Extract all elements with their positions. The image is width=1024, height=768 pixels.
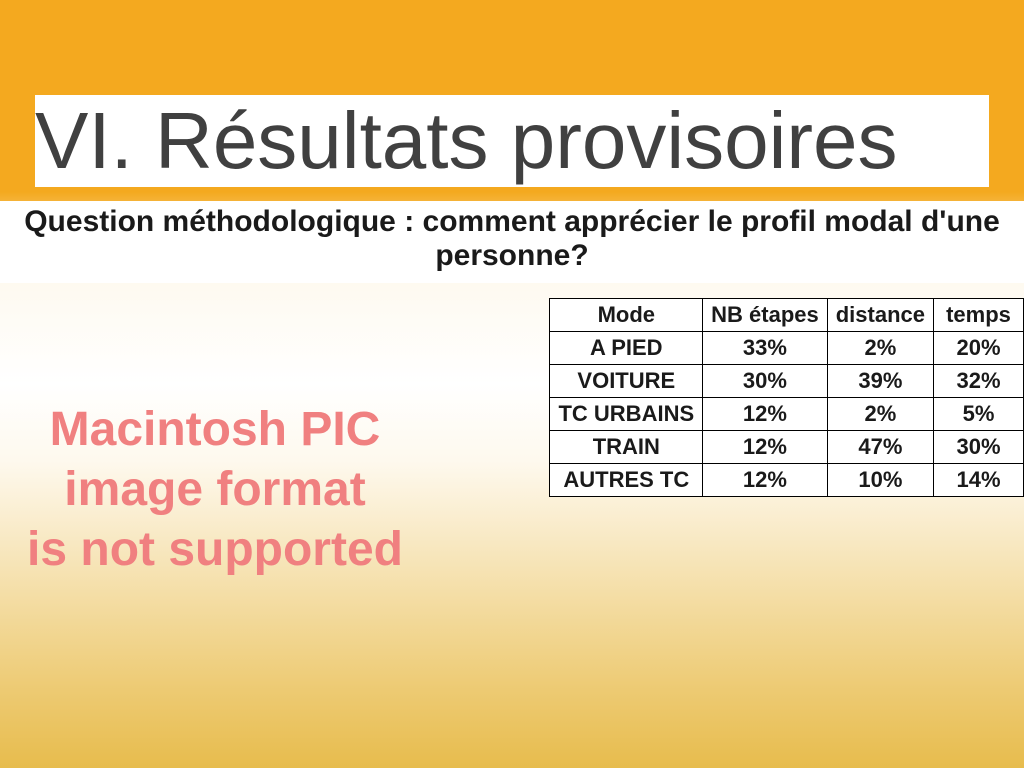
table-cell: 33% xyxy=(703,332,828,365)
table-cell: 10% xyxy=(827,464,933,497)
table-cell: VOITURE xyxy=(550,365,703,398)
slide-title: VI. Résultats provisoires xyxy=(35,95,989,187)
col-nb-etapes: NB étapes xyxy=(703,299,828,332)
subtitle-line-2: personne? xyxy=(10,239,1014,273)
table-header-row: Mode NB étapes distance temps xyxy=(550,299,1024,332)
table-body: A PIED33%2%20%VOITURE30%39%32%TC URBAINS… xyxy=(550,332,1024,497)
subtitle-line-1: Question méthodologique : comment appréc… xyxy=(10,205,1014,239)
table-cell: 39% xyxy=(827,365,933,398)
title-block: VI. Résultats provisoires xyxy=(35,95,989,187)
table-cell: A PIED xyxy=(550,332,703,365)
table-row: TRAIN12%47%30% xyxy=(550,431,1024,464)
table-row: AUTRES TC12%10%14% xyxy=(550,464,1024,497)
table-cell: 2% xyxy=(827,332,933,365)
table-cell: 47% xyxy=(827,431,933,464)
col-distance: distance xyxy=(827,299,933,332)
table-cell: 12% xyxy=(703,464,828,497)
error-line-1: Macintosh PIC xyxy=(0,400,430,460)
table-cell: 14% xyxy=(934,464,1024,497)
table-cell: 32% xyxy=(934,365,1024,398)
modal-table-wrap: Mode NB étapes distance temps A PIED33%2… xyxy=(549,298,1024,497)
col-mode: Mode xyxy=(550,299,703,332)
table-cell: TRAIN xyxy=(550,431,703,464)
col-temps: temps xyxy=(934,299,1024,332)
table-cell: TC URBAINS xyxy=(550,398,703,431)
table-row: VOITURE30%39%32% xyxy=(550,365,1024,398)
table-cell: 30% xyxy=(703,365,828,398)
table-row: A PIED33%2%20% xyxy=(550,332,1024,365)
table-row: TC URBAINS12%2%5% xyxy=(550,398,1024,431)
table-cell: 12% xyxy=(703,431,828,464)
table-cell: 12% xyxy=(703,398,828,431)
table-cell: 20% xyxy=(934,332,1024,365)
table-cell: 2% xyxy=(827,398,933,431)
error-line-3: is not supported xyxy=(0,520,430,580)
table-cell: 5% xyxy=(934,398,1024,431)
table-cell: 30% xyxy=(934,431,1024,464)
subtitle-block: Question méthodologique : comment appréc… xyxy=(0,201,1024,283)
error-line-2: image format xyxy=(0,460,430,520)
table-cell: AUTRES TC xyxy=(550,464,703,497)
modal-table: Mode NB étapes distance temps A PIED33%2… xyxy=(549,298,1024,497)
error-message: Macintosh PIC image format is not suppor… xyxy=(0,400,430,580)
